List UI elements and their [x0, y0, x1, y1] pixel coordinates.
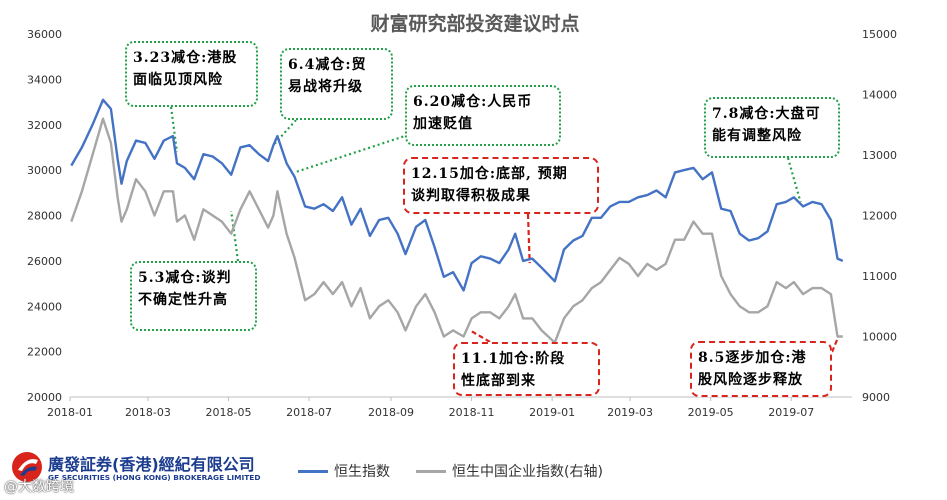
annotation-leader-line — [294, 133, 409, 174]
legend-label-hsi: 恒生指数 — [334, 464, 390, 480]
annotation-line: 谈判取得积极成果 — [411, 188, 531, 204]
annotation-line: 性底部到来 — [461, 373, 536, 389]
series-line-hscei — [70, 117, 843, 344]
x-tick-label: 2018-09 — [368, 406, 414, 419]
annotation-line: 6.4减仓:贸 — [288, 57, 367, 73]
annotation-6-20: 6.20减仓:人民币 加速贬值 — [405, 85, 561, 146]
annotation-line: 面临见顶风险 — [133, 72, 223, 88]
annotation-leader-line — [526, 213, 531, 264]
annotation-leaders — [169, 106, 840, 353]
y-right-tick-label: 11000 — [862, 270, 897, 283]
y-left-tick-label: 32000 — [27, 119, 62, 132]
legend-label-hscei: 恒生中国企业指数(右轴) — [452, 464, 603, 480]
y-left-tick-label: 36000 — [27, 28, 62, 41]
legend-item-hscei: 恒生中国企业指数(右轴) — [416, 461, 603, 481]
annotation-leader-line — [471, 330, 491, 343]
y-right-tick-label: 13000 — [862, 149, 897, 162]
company-logo: 廣發証券(香港)經紀有限公司 GF SECURITIES (HONG KONG)… — [8, 447, 278, 495]
annotation-leader-line — [230, 210, 240, 262]
annotation-8-5: 8.5逐步加仓:港 股风险逐步释放 — [690, 341, 832, 397]
annotation-6-4: 6.4减仓:贸 易战将升级 — [280, 48, 393, 120]
x-tick-label: 2018-05 — [206, 406, 252, 419]
annotation-line: 7.8减仓:大盘可 — [712, 106, 821, 122]
annotation-line: 易战将升级 — [288, 79, 363, 95]
annotation-3-23: 3.23减仓:港股 面临见顶风险 — [125, 41, 258, 107]
x-tick-label: 2018-01 — [47, 406, 93, 419]
y-right-tick-label: 12000 — [862, 210, 897, 223]
annotation-5-3: 5.3减仓:谈判 不确定性升高 — [130, 261, 257, 331]
gf-logo-icon — [12, 452, 42, 482]
annotation-line: 股风险逐步释放 — [698, 372, 803, 388]
chart-title: 财富研究部投资建议时点 — [370, 12, 579, 35]
y-left-tick-label: 34000 — [27, 73, 62, 86]
y-right-tick-label: 9000 — [862, 391, 890, 404]
x-tick-label: 2018-03 — [125, 406, 171, 419]
annotation-line: 能有调整风险 — [712, 128, 802, 144]
annotation-line: 12.15加仓:底部, 预期 — [411, 166, 568, 182]
watermark: @大数跨境 — [4, 479, 74, 495]
x-tick-label: 2019-01 — [529, 406, 575, 419]
x-tick-label: 2019-03 — [607, 406, 653, 419]
axes: 20000 22000 24000 26000 28000 30000 32000 34000… — [27, 28, 897, 419]
legend-swatch-hsi — [298, 469, 328, 473]
y-left-tick-label: 30000 — [27, 164, 62, 177]
annotation-line: 加速贬值 — [413, 116, 473, 132]
y-left-tick-label: 26000 — [27, 255, 62, 268]
x-tick-label: 2018-11 — [449, 406, 495, 419]
annotation-leader-line — [272, 119, 297, 146]
series-line-hsi — [70, 98, 844, 292]
annotation-12-15: 12.15加仓:底部, 预期 谈判取得积极成果 — [403, 157, 599, 214]
x-tick-label: 2018-07 — [286, 406, 332, 419]
annotation-7-8: 7.8减仓:大盘可 能有调整风险 — [704, 97, 840, 158]
y-left-tick-label: 24000 — [27, 300, 62, 313]
annotation-line: 3.23减仓:港股 — [133, 50, 238, 66]
y-left-tick-label: 20000 — [27, 391, 62, 404]
annotation-leader-line — [786, 157, 802, 203]
annotation-line: 11.1加仓:阶段 — [461, 351, 566, 367]
y-right-tick-label: 15000 — [862, 28, 897, 41]
annotation-line: 不确定性升高 — [138, 292, 228, 308]
y-left-tick-label: 28000 — [27, 210, 62, 223]
annotation-11-1: 11.1加仓:阶段 性底部到来 — [453, 342, 600, 396]
y-right-tick-label: 10000 — [862, 331, 897, 344]
annotation-line: 8.5逐步加仓:港 — [698, 350, 807, 366]
annotation-line: 5.3减仓:谈判 — [138, 270, 232, 286]
company-name-cn: 廣發証券(香港)經紀有限公司 — [48, 455, 255, 474]
company-name-en: GF SECURITIES (HONG KONG) BROKERAGE LIMI… — [48, 473, 261, 482]
annotation-leader-line — [830, 335, 840, 353]
series-lines — [70, 98, 844, 344]
annotation-line: 6.20减仓:人民币 — [413, 94, 533, 110]
x-tick-label: 2019-05 — [688, 406, 734, 419]
y-right-tick-label: 14000 — [862, 89, 897, 102]
legend-swatch-hscei — [416, 469, 446, 473]
x-tick-label: 2019-07 — [768, 406, 814, 419]
legend-item-hsi: 恒生指数 — [298, 461, 390, 481]
y-left-tick-label: 22000 — [27, 346, 62, 359]
